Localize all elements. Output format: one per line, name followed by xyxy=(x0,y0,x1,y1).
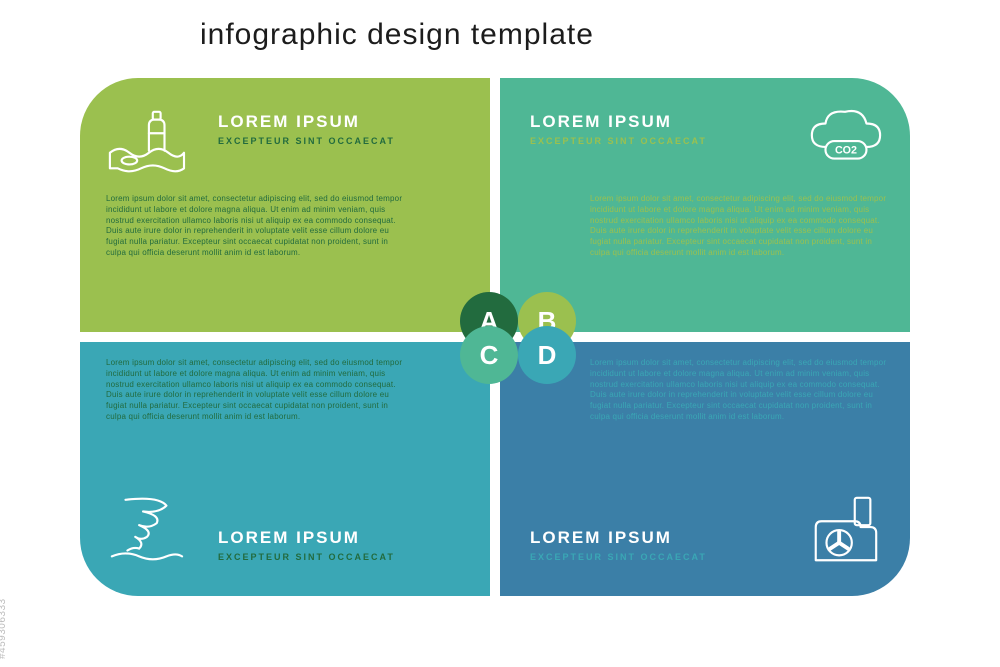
panel-b-body: Lorem ipsum dolor sit amet, consectetur … xyxy=(590,194,890,259)
water-pollution-icon xyxy=(106,104,184,182)
panel-c-body: Lorem ipsum dolor sit amet, consectetur … xyxy=(106,358,406,423)
panel-a-header: LOREM IPSUM EXCEPTEUR SINT OCCAECAT xyxy=(218,112,395,146)
svg-text:CO2: CO2 xyxy=(835,145,857,157)
panel-c: LOREM IPSUM EXCEPTEUR SINT OCCAECAT Lore… xyxy=(80,342,490,596)
infographic-grid: LOREM IPSUM EXCEPTEUR SINT OCCAECAT Lore… xyxy=(80,78,910,598)
panel-a-body: Lorem ipsum dolor sit amet, consectetur … xyxy=(106,194,406,259)
co2-cloud-icon: CO2 xyxy=(806,104,884,182)
tornado-icon xyxy=(106,492,184,570)
panel-b-header: LOREM IPSUM EXCEPTEUR SINT OCCAECAT xyxy=(530,112,707,146)
panel-c-subheading: EXCEPTEUR SINT OCCAECAT xyxy=(218,552,395,562)
panel-d-subheading: EXCEPTEUR SINT OCCAECAT xyxy=(530,552,707,562)
panel-a-subheading: EXCEPTEUR SINT OCCAECAT xyxy=(218,136,395,146)
panel-a: LOREM IPSUM EXCEPTEUR SINT OCCAECAT Lore… xyxy=(80,78,490,332)
panel-c-heading: LOREM IPSUM xyxy=(218,528,395,548)
panel-a-heading: LOREM IPSUM xyxy=(218,112,395,132)
page-title: infographic design template xyxy=(200,18,594,52)
panel-d-body: Lorem ipsum dolor sit amet, consectetur … xyxy=(590,358,890,423)
panel-b: CO2 LOREM IPSUM EXCEPTEUR SINT OCCAECAT … xyxy=(500,78,910,332)
letter-badge-c: C xyxy=(460,326,518,384)
letter-badge-d: D xyxy=(518,326,576,384)
panel-d-header: LOREM IPSUM EXCEPTEUR SINT OCCAECAT xyxy=(530,528,707,562)
panel-b-heading: LOREM IPSUM xyxy=(530,112,707,132)
panel-c-header: LOREM IPSUM EXCEPTEUR SINT OCCAECAT xyxy=(218,528,395,562)
stage: infographic design template LOREM IPSUM … xyxy=(0,0,1000,667)
panel-b-subheading: EXCEPTEUR SINT OCCAECAT xyxy=(530,136,707,146)
nuclear-plant-icon xyxy=(806,492,884,570)
panel-d-heading: LOREM IPSUM xyxy=(530,528,707,548)
watermark: #459306333 xyxy=(0,598,8,659)
